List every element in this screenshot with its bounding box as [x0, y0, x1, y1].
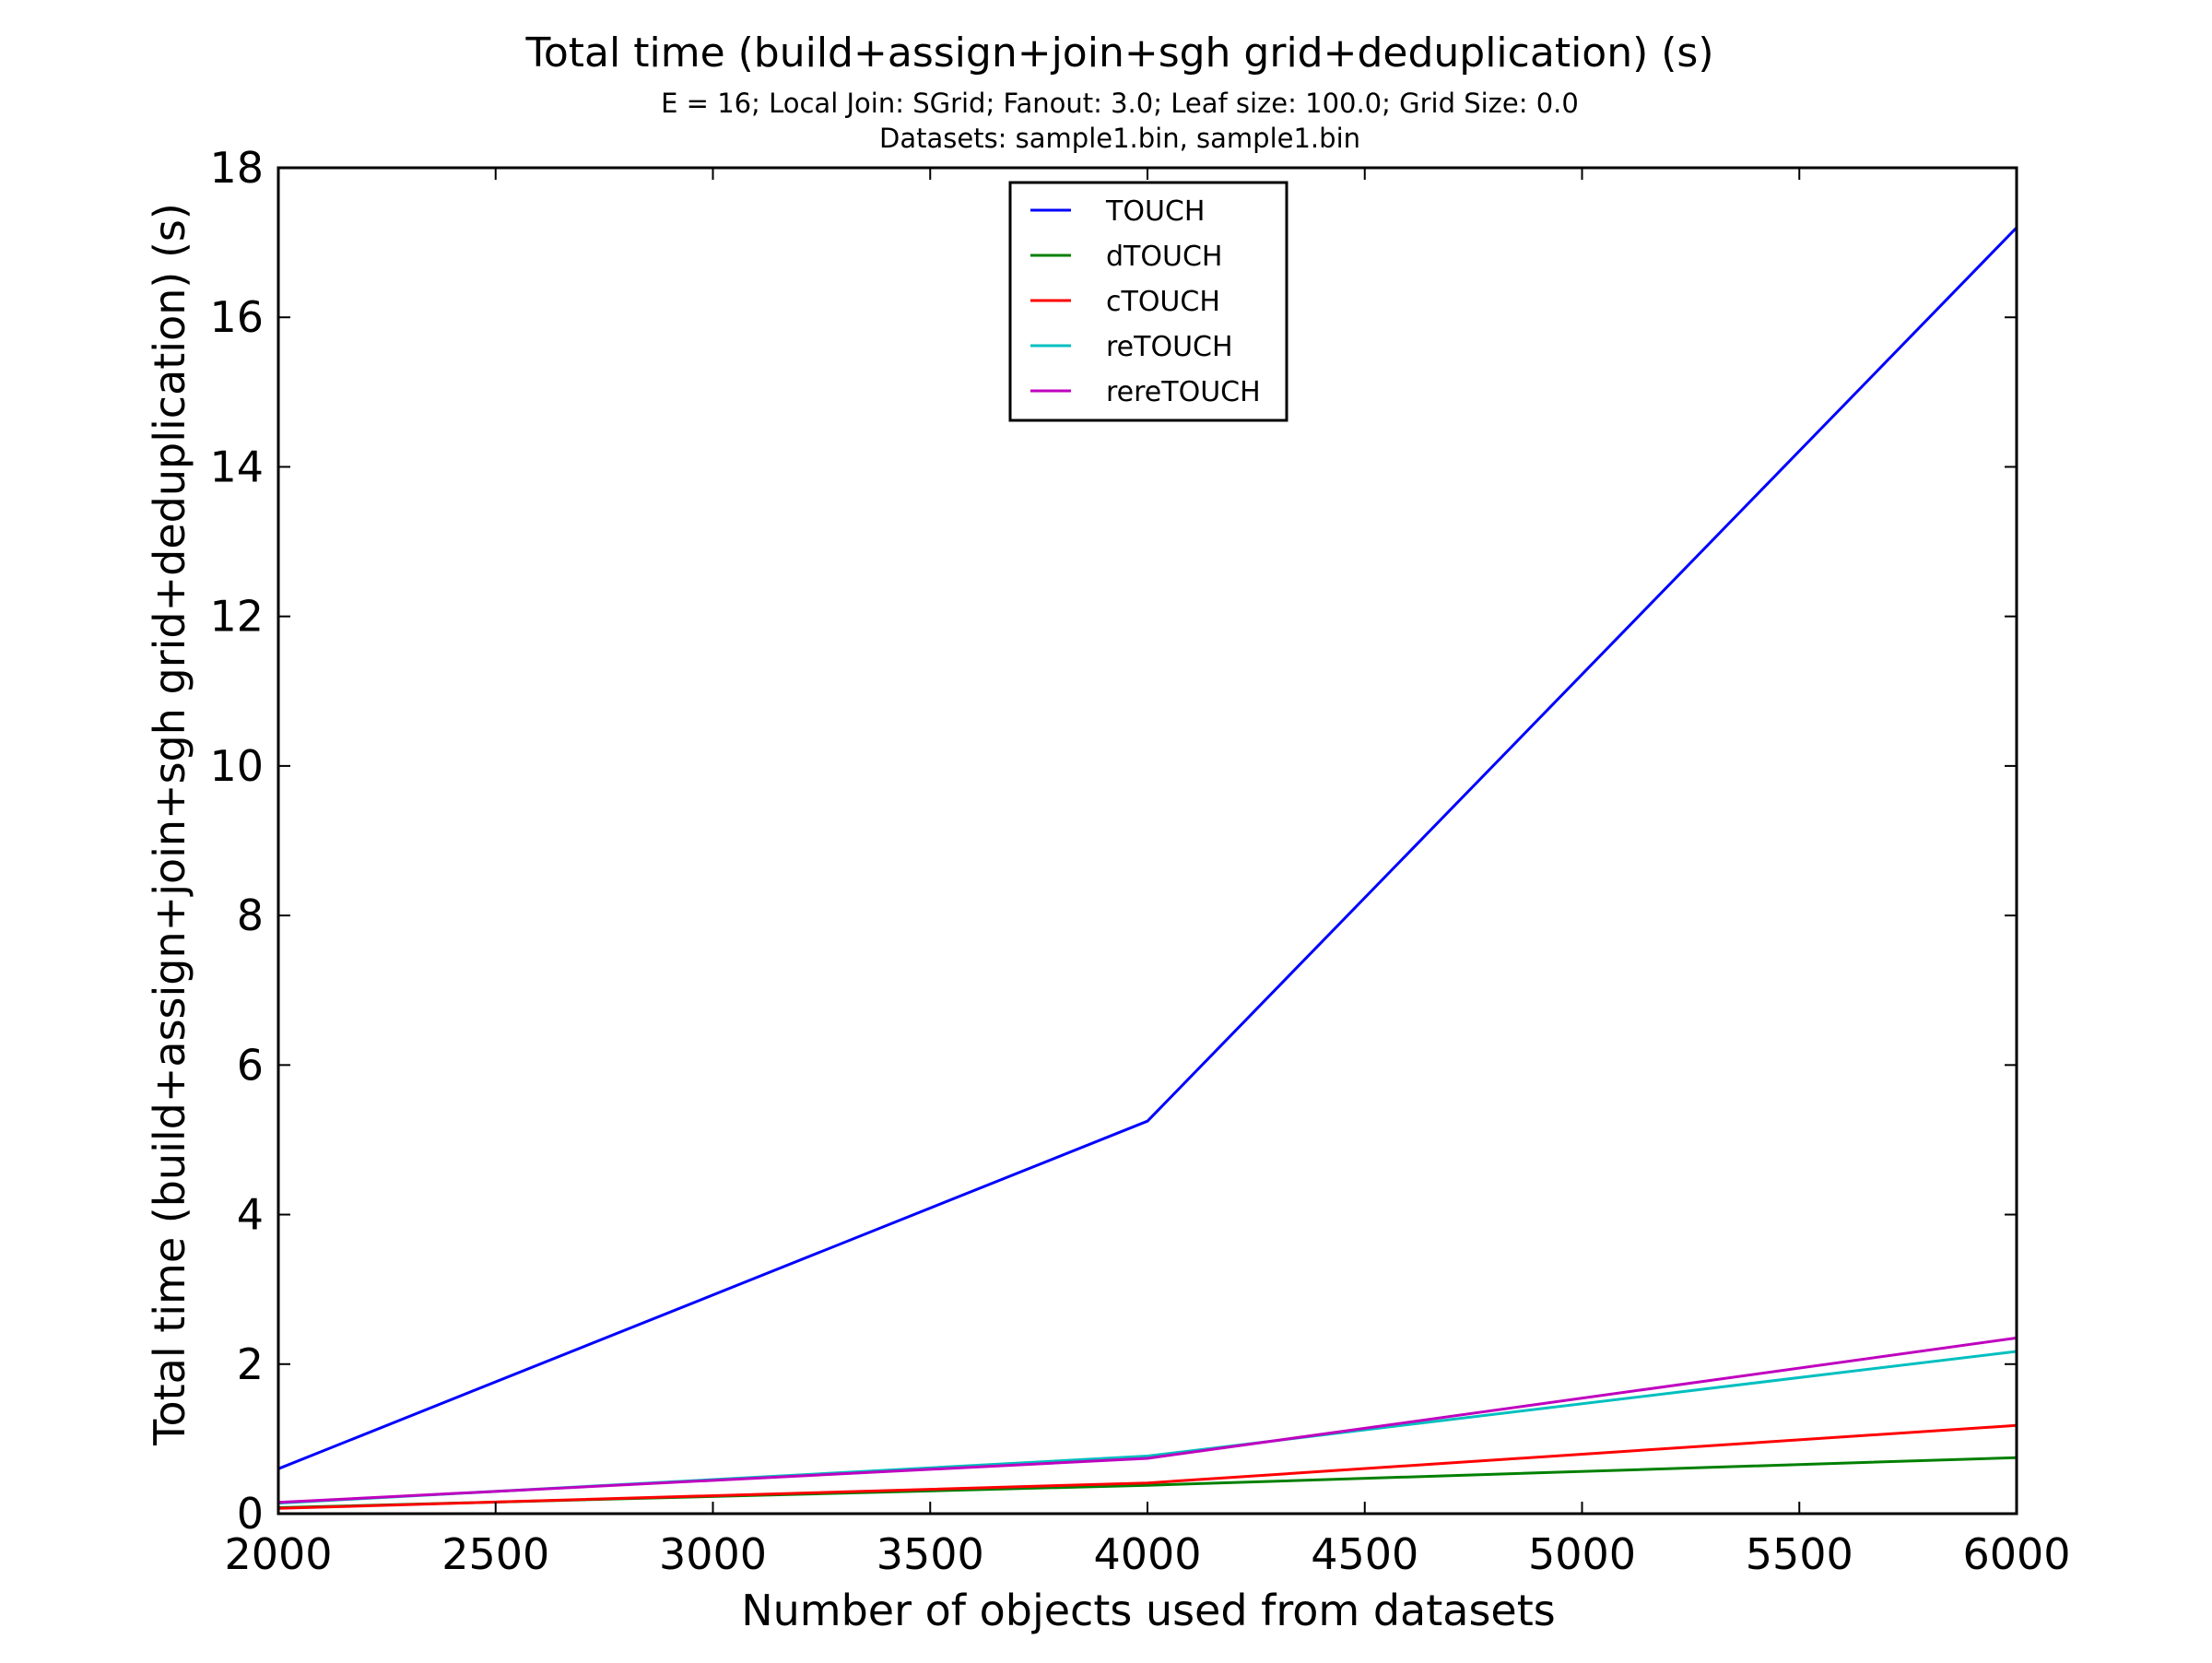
chart-subtitle-line-2: Datasets: sample1.bin, sample1.bin: [879, 123, 1360, 154]
legend-label-cTOUCH: cTOUCH: [1106, 286, 1220, 318]
y-tick-label: 12: [209, 592, 264, 642]
x-tick-label: 5500: [1746, 1529, 1853, 1579]
legend-label-dTOUCH: dTOUCH: [1106, 241, 1222, 273]
y-tick-label: 4: [237, 1190, 264, 1240]
y-axis-title: Total time (build+assign+join+sgh grid+d…: [145, 203, 194, 1446]
legend: TOUCH dTOUCH cTOUCH reTOUCH rereTOUCH: [1008, 181, 1288, 422]
y-tick-label: 0: [237, 1489, 264, 1539]
x-tick-label: 2500: [441, 1529, 549, 1579]
y-tick-label: 8: [237, 890, 264, 940]
series-line-rereTOUCH: [277, 1336, 2018, 1504]
x-tick-label: 2000: [224, 1529, 332, 1579]
y-tick-label: 2: [237, 1339, 264, 1389]
x-tick-label: 6000: [1962, 1529, 2070, 1579]
legend-label-TOUCH: TOUCH: [1105, 195, 1205, 228]
y-tick-label: 14: [209, 442, 264, 491]
y-tick-label: 16: [209, 292, 264, 342]
x-tick-label: 5000: [1528, 1529, 1636, 1579]
x-tick-label: 3500: [877, 1529, 984, 1579]
x-tick-label: 4500: [1311, 1529, 1418, 1579]
legend-label-rereTOUCH: rereTOUCH: [1106, 376, 1261, 408]
y-tick-label: 10: [209, 741, 264, 791]
chart-title: Total time (build+assign+join+sgh grid+d…: [524, 29, 1713, 77]
chart-subtitle-line-1: E = 16; Local Join: SGrid; Fanout: 3.0; …: [661, 88, 1579, 119]
x-axis-title: Number of objects used from datasets: [741, 1586, 1556, 1635]
x-tick-label: 4000: [1093, 1529, 1201, 1579]
plot-area: 2000 2500 3000 3500 4000 4500 5000 5500 6000 0 2 4 6…: [209, 143, 2070, 1579]
y-tick-label: 18: [209, 143, 264, 193]
legend-label-reTOUCH: reTOUCH: [1106, 331, 1233, 363]
series-line-cTOUCH: [277, 1423, 2018, 1510]
x-tick-label: 3000: [659, 1529, 767, 1579]
y-tick-label: 6: [237, 1040, 264, 1090]
series-line-TOUCH: [277, 226, 2018, 1470]
